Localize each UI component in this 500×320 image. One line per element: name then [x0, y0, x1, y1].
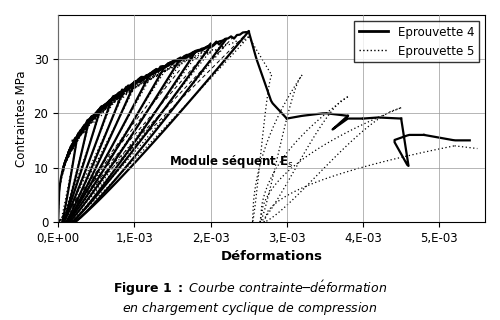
Legend: Eprouvette 4, Eprouvette 5: Eprouvette 4, Eprouvette 5 — [354, 21, 479, 62]
X-axis label: Déformations: Déformations — [220, 250, 322, 263]
Text: $\mathbf{Figure\ 1\ :}$ $\it{Courbe\ contrainte\!\!-\!\!d\acute{e}formation}$: $\mathbf{Figure\ 1\ :}$ $\it{Courbe\ con… — [113, 278, 387, 298]
Y-axis label: Contraintes MPa: Contraintes MPa — [15, 70, 28, 167]
Text: $\it{en\ chargement\ cyclique\ de\ compression}$: $\it{en\ chargement\ cyclique\ de\ compr… — [122, 300, 378, 317]
Text: Module séquent E$_s$: Module séquent E$_s$ — [168, 153, 294, 170]
